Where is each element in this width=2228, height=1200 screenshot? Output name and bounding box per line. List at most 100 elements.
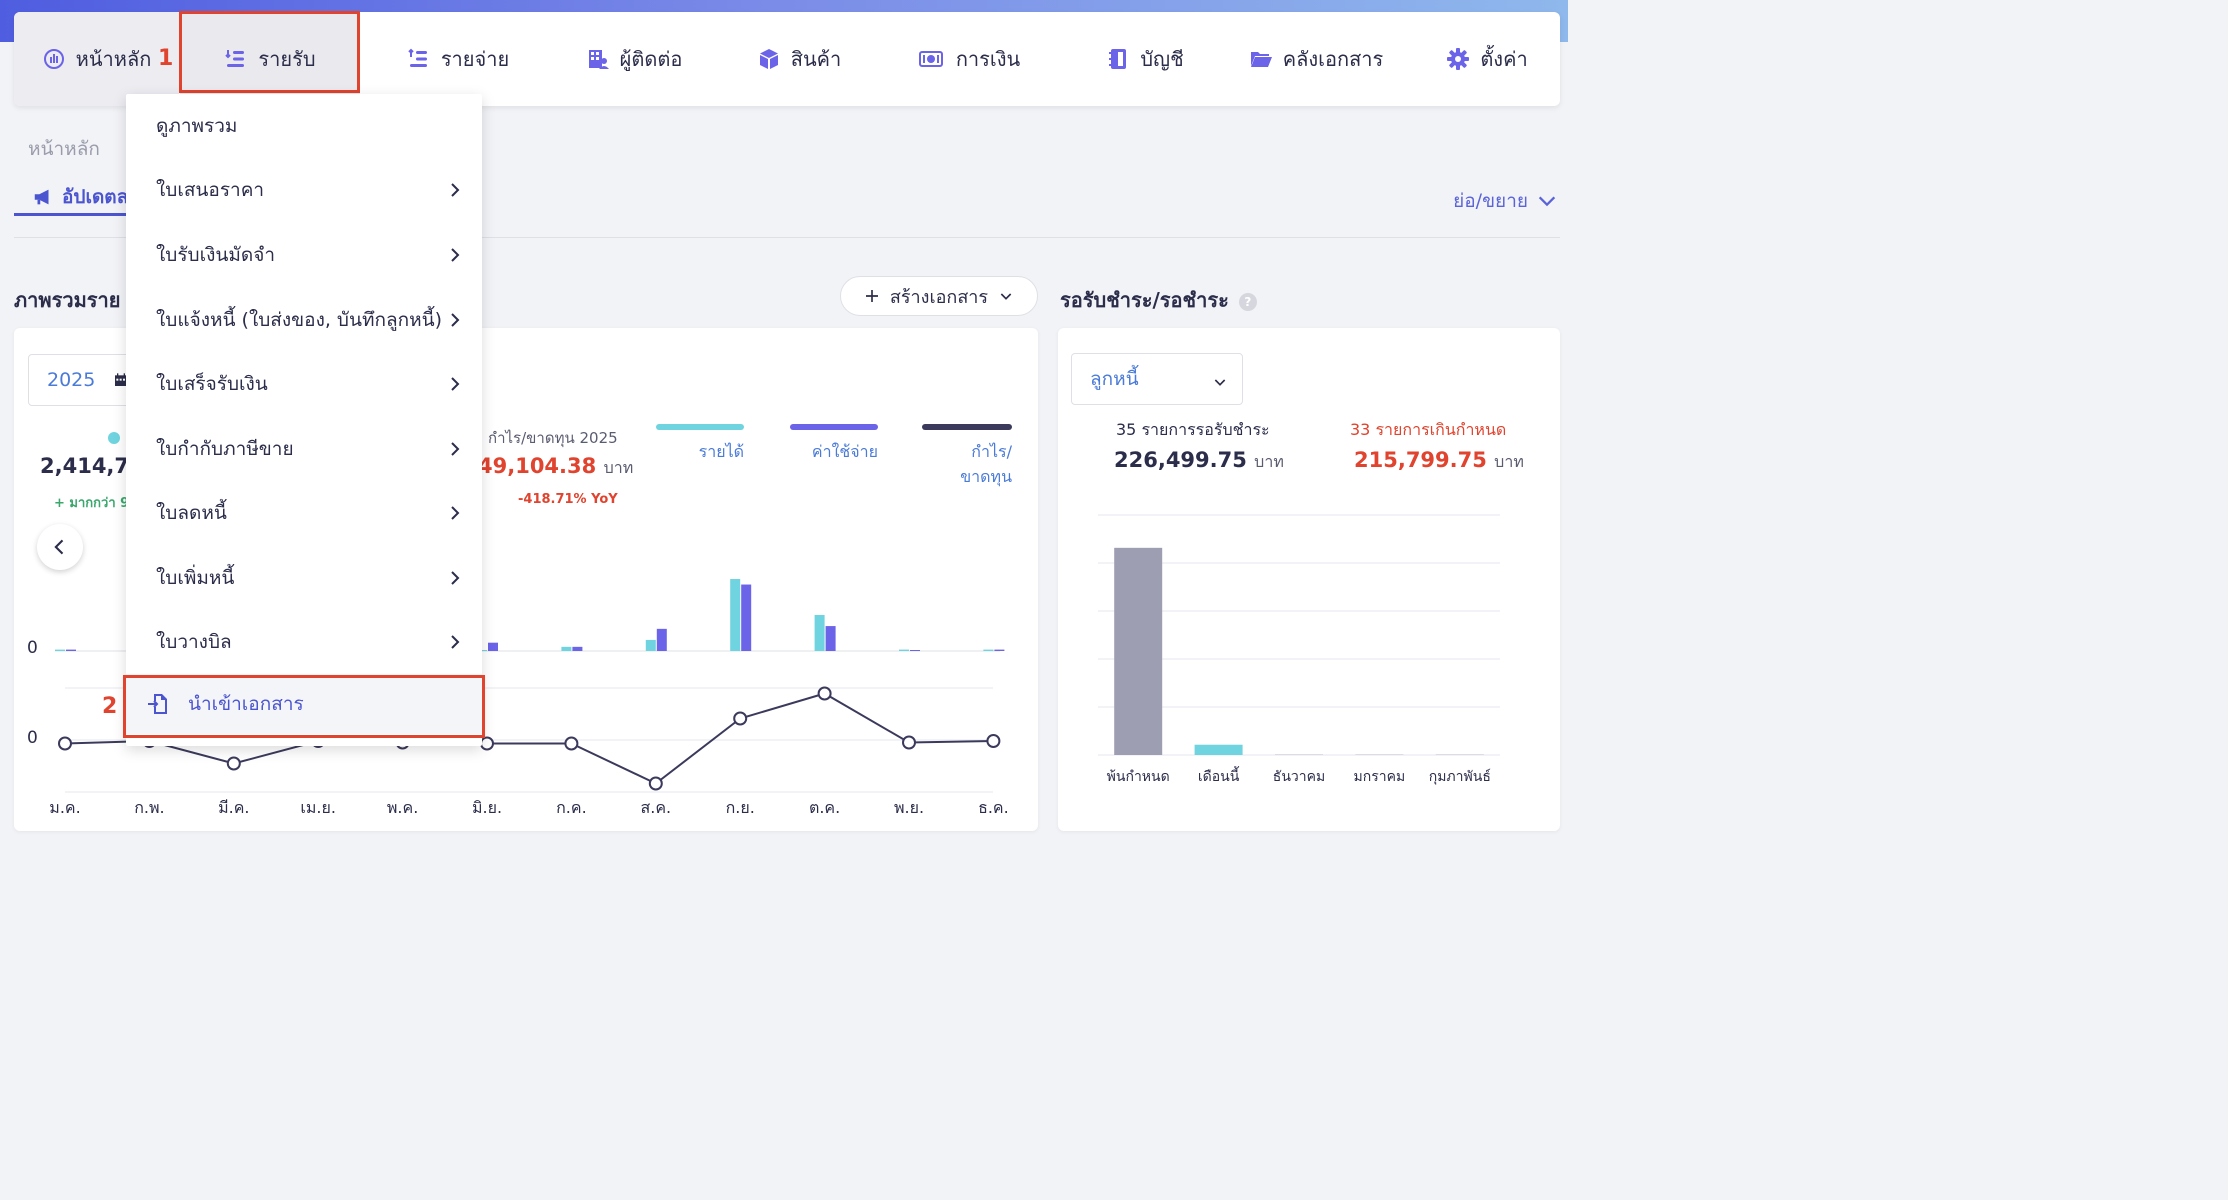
nav-item-home[interactable]: หน้าหลัก bbox=[14, 12, 179, 106]
menu-item-label: ใบรับเงินมัดจำ bbox=[156, 244, 276, 266]
menu-item-overview[interactable]: ดูภาพรวม bbox=[126, 94, 482, 158]
profit-loss-point-0[interactable] bbox=[58, 736, 72, 751]
menu-item-tax-invoice[interactable]: ใบกำกับภาษีขาย bbox=[126, 417, 482, 481]
bar-income-9[interactable] bbox=[814, 615, 825, 651]
bar-expense-9[interactable] bbox=[825, 626, 836, 651]
receivable-x-label: เดือนนี้ bbox=[1198, 766, 1240, 785]
debtor-select[interactable]: ลูกหนี้ bbox=[1071, 353, 1243, 405]
menu-item-label: ใบเพิ่มหนี้ bbox=[156, 567, 235, 589]
receivable-bar-2[interactable] bbox=[1275, 754, 1323, 755]
legend-profit-loss[interactable]: กำไร/ขาดทุน bbox=[922, 424, 1012, 490]
ledger-book-icon bbox=[1109, 49, 1127, 69]
menu-item-import-documents[interactable]: นำเข้าเอกสาร bbox=[126, 674, 482, 734]
breadcrumb: หน้าหลัก bbox=[28, 138, 100, 160]
x-tick-label: พ.ย. bbox=[894, 798, 924, 817]
profit-loss-label: กำไร/ขาดทุน 2025 bbox=[488, 429, 618, 447]
receivable-x-label: มกราคม bbox=[1354, 769, 1406, 785]
nav-item-settings[interactable]: ตั้งค่า bbox=[1414, 12, 1560, 106]
menu-item-billing-note[interactable]: ใบวางบิล bbox=[126, 610, 482, 674]
receivable-bar-3[interactable] bbox=[1355, 754, 1404, 755]
folder-icon bbox=[1250, 52, 1272, 67]
profit-loss-point-2[interactable] bbox=[226, 756, 241, 771]
calendar-icon bbox=[115, 373, 128, 386]
profit-loss-point-8[interactable] bbox=[733, 711, 748, 726]
legend-swatch bbox=[790, 424, 878, 430]
bar-expense-11[interactable] bbox=[994, 649, 1005, 651]
menu-item-receipt[interactable]: ใบเสร็จรับเงิน bbox=[126, 352, 482, 416]
profit-loss-point-7[interactable] bbox=[648, 776, 663, 791]
profit-loss-point-11[interactable] bbox=[986, 734, 1001, 748]
money-bill-icon bbox=[918, 51, 943, 67]
chevron-right-icon bbox=[451, 248, 460, 262]
chevron-right-icon bbox=[451, 442, 460, 456]
bar-income-0[interactable] bbox=[55, 649, 65, 651]
nav-item-label: สินค้า bbox=[790, 47, 842, 71]
bar-expense-10[interactable] bbox=[910, 650, 920, 651]
profit-loss-point-6[interactable] bbox=[564, 736, 579, 751]
nav-item-documents[interactable]: คลังเอกสาร bbox=[1226, 12, 1406, 106]
bar-expense-7[interactable] bbox=[656, 628, 667, 651]
bar-income-10[interactable] bbox=[899, 649, 909, 651]
bar-income-5[interactable] bbox=[477, 650, 487, 651]
chevron-right-icon bbox=[451, 313, 460, 327]
receivable-chart: พ้นกำหนด เดือนนี้ ธันวาคม มกราคม กุมภาพันธ์ bbox=[1098, 514, 1500, 785]
create-document-label: สร้างเอกสาร bbox=[889, 286, 989, 308]
legend-expense-label: ค่าใช้จ่าย bbox=[811, 442, 878, 461]
debtor-select-value: ลูกหนี้ bbox=[1090, 368, 1139, 390]
file-import-icon bbox=[148, 694, 167, 714]
create-document-button[interactable]: สร้างเอกสาร bbox=[840, 276, 1038, 316]
product-box-icon bbox=[759, 49, 778, 69]
menu-item-deposit-receipt[interactable]: ใบรับเงินมัดจำ bbox=[126, 223, 482, 287]
legend-income[interactable]: รายได้ bbox=[656, 424, 744, 465]
chevron-down-icon bbox=[1214, 379, 1226, 386]
nav-item-accounting[interactable]: บัญชี bbox=[1070, 12, 1220, 106]
menu-item-debit-note[interactable]: ใบเพิ่มหนี้ bbox=[126, 546, 482, 610]
profit-loss-point-10[interactable] bbox=[902, 735, 916, 750]
receivable-bar-1[interactable] bbox=[1194, 744, 1243, 755]
menu-item-credit-note[interactable]: ใบลดหนี้ bbox=[126, 481, 482, 545]
menu-item-label: ใบลดหนี้ bbox=[156, 502, 227, 524]
bar-income-7[interactable] bbox=[645, 639, 656, 651]
income-compare: + มากกว่า 9 bbox=[54, 496, 130, 511]
menu-item-invoice[interactable]: ใบแจ้งหนี้ (ใบส่งของ, บันทึกลูกหนี้) bbox=[126, 288, 482, 352]
bar-income-6[interactable] bbox=[561, 646, 572, 651]
profit-loss-point-9[interactable] bbox=[817, 686, 832, 701]
bar-expense-5[interactable] bbox=[488, 642, 498, 651]
profit-loss-point-5[interactable] bbox=[480, 736, 494, 751]
overview-chart: ม.ค. ก.พ. มี.ค. เม.ย. พ.ค. มิ.ย. ก.ค. ส.ค. ก.ย. ต… bbox=[49, 579, 1009, 817]
receivable-bar-4[interactable] bbox=[1435, 754, 1484, 755]
legend-swatch bbox=[922, 424, 1012, 430]
collapse-toggle[interactable]: ย่อ/ขยาย bbox=[1453, 186, 1558, 216]
bar-axis-zero: 0 bbox=[27, 638, 38, 658]
menu-item-label: ใบแจ้งหนี้ (ใบส่งของ, บันทึกลูกหนี้) bbox=[156, 309, 443, 331]
x-tick-label: ก.ย. bbox=[726, 798, 755, 817]
previous-button[interactable] bbox=[37, 524, 83, 570]
nav-item-products[interactable]: สินค้า bbox=[724, 12, 874, 106]
income-indicator-dot bbox=[108, 432, 120, 444]
bar-expense-8[interactable] bbox=[741, 584, 752, 651]
chevron-left-icon bbox=[54, 539, 64, 555]
bar-expense-0[interactable] bbox=[66, 649, 76, 651]
nav-item-expense[interactable]: รายจ่าย bbox=[360, 12, 556, 106]
bar-expense-6[interactable] bbox=[572, 646, 583, 651]
section-divider bbox=[14, 237, 1560, 238]
nav-item-contacts[interactable]: ผู้ติดต่อ bbox=[554, 12, 714, 106]
profit-loss-value: 49,104.38 บาท bbox=[478, 454, 633, 481]
menu-item-label: ดูภาพรวม bbox=[156, 115, 238, 137]
nav-item-finance[interactable]: การเงิน bbox=[888, 12, 1048, 106]
pending-label: 35 รายการรอรับชำระ bbox=[1116, 420, 1270, 439]
bar-income-11[interactable] bbox=[983, 649, 994, 651]
help-icon[interactable]: ? bbox=[1238, 292, 1257, 311]
tab-updates[interactable]: อัปเดตล bbox=[14, 180, 154, 216]
gear-icon bbox=[1447, 48, 1470, 70]
menu-item-label: ใบเสนอราคา bbox=[156, 179, 265, 201]
legend-expense[interactable]: ค่าใช้จ่าย bbox=[790, 424, 878, 465]
x-tick-label: เม.ย. bbox=[300, 798, 336, 817]
profit-loss-amount: 49,104.38 bbox=[478, 454, 597, 478]
bar-income-8[interactable] bbox=[730, 579, 741, 651]
menu-item-quotation[interactable]: ใบเสนอราคา bbox=[126, 158, 482, 222]
expense-list-icon bbox=[408, 48, 427, 67]
receivable-bar-0[interactable] bbox=[1114, 547, 1163, 755]
x-tick-label: ส.ค. bbox=[640, 798, 671, 817]
receivable-title: รอรับชำระ/รอชำระ? bbox=[1060, 284, 1257, 316]
